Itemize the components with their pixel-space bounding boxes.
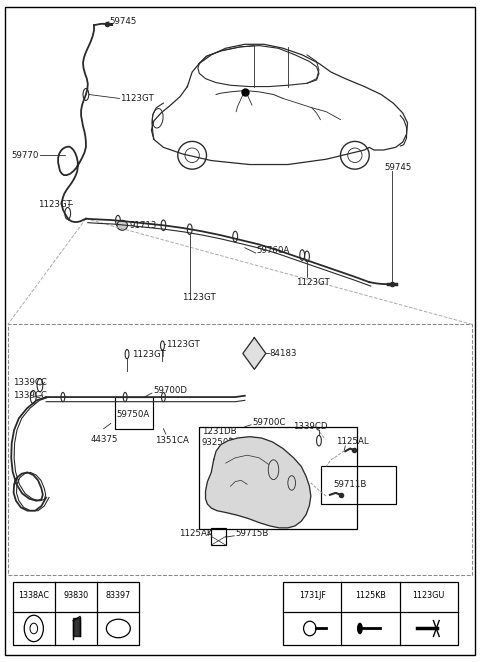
Text: 1231DB: 1231DB — [202, 427, 236, 436]
Text: 1125AK: 1125AK — [179, 530, 212, 538]
Bar — [199, 427, 357, 529]
Text: 59711B: 59711B — [333, 481, 367, 489]
Polygon shape — [243, 338, 266, 369]
Text: 1125KB: 1125KB — [355, 591, 386, 600]
Text: 1123GT: 1123GT — [132, 350, 166, 359]
Bar — [283, 582, 458, 645]
Text: 91713: 91713 — [130, 221, 157, 230]
Text: 1339CC: 1339CC — [12, 391, 47, 400]
Text: 1338AC: 1338AC — [18, 591, 49, 600]
Text: 59745: 59745 — [110, 17, 137, 26]
Text: 84183: 84183 — [270, 349, 297, 358]
Text: 1123GT: 1123GT — [38, 200, 72, 209]
Text: 59700C: 59700C — [252, 418, 285, 427]
Text: 1339CD: 1339CD — [293, 422, 327, 430]
Text: 1339CC: 1339CC — [12, 378, 47, 387]
Bar — [115, 397, 153, 429]
Ellipse shape — [358, 623, 362, 634]
Text: 59745: 59745 — [384, 163, 412, 171]
Text: 1123GT: 1123GT — [120, 94, 154, 103]
Text: 59715B: 59715B — [235, 530, 269, 538]
Text: 59750A: 59750A — [117, 410, 150, 419]
Text: 44375: 44375 — [91, 435, 118, 444]
Text: 1123GU: 1123GU — [412, 591, 445, 600]
Bar — [322, 466, 396, 504]
Text: 1123GT: 1123GT — [181, 293, 216, 303]
Text: 93830: 93830 — [63, 591, 89, 600]
Text: 83397: 83397 — [106, 591, 131, 600]
Text: 1123GT: 1123GT — [166, 340, 200, 349]
Ellipse shape — [117, 220, 128, 230]
Text: 1731JF: 1731JF — [299, 591, 325, 600]
Bar — [8, 324, 472, 575]
Polygon shape — [205, 437, 311, 528]
Text: 1125AL: 1125AL — [336, 438, 368, 446]
Text: 1123GT: 1123GT — [297, 277, 330, 287]
Text: 59770: 59770 — [11, 151, 38, 160]
Text: 93250D: 93250D — [202, 438, 236, 447]
Bar — [12, 582, 140, 645]
Text: 1351CA: 1351CA — [155, 436, 189, 444]
Bar — [211, 528, 226, 545]
Text: 59760A: 59760A — [256, 246, 289, 255]
Text: 59700D: 59700D — [153, 386, 187, 395]
